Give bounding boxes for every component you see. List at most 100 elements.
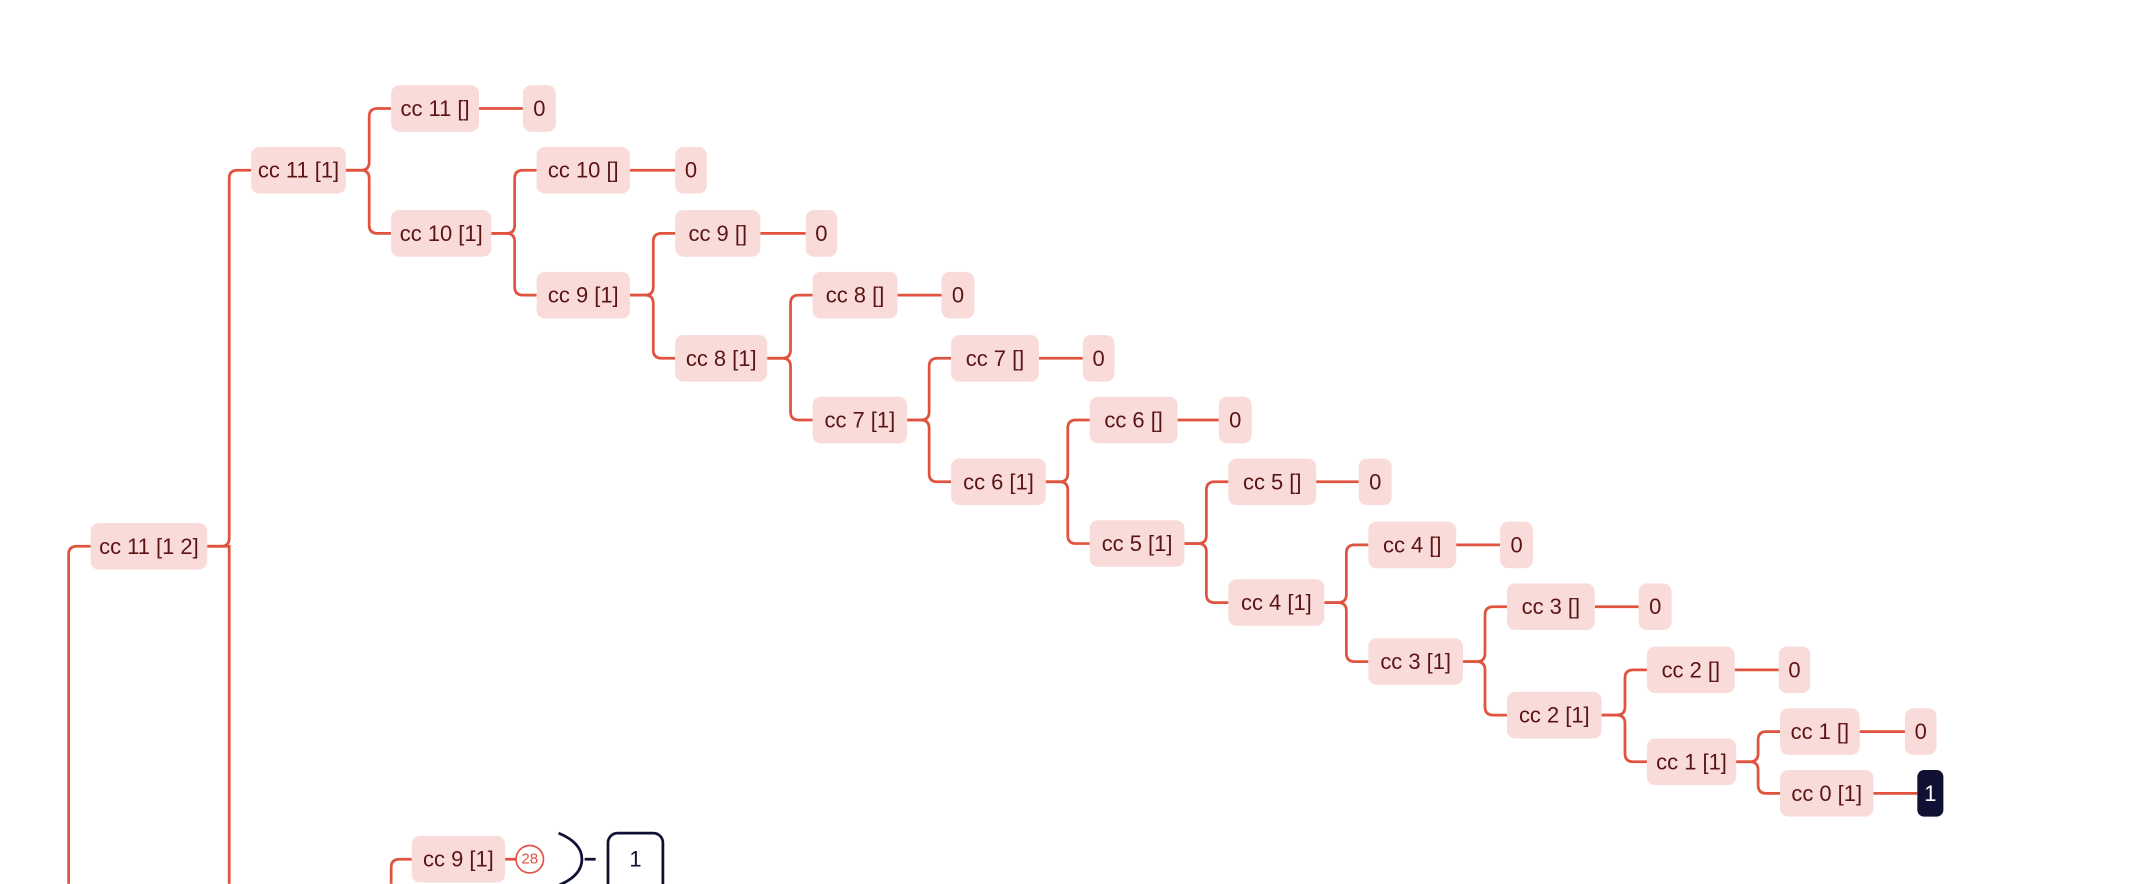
node-label: cc 2 [1] (1519, 703, 1590, 728)
node-label: cc 10 [1] (400, 221, 483, 246)
node (536, 271, 630, 319)
node-label: 0 (1229, 408, 1241, 433)
edge (1324, 601, 1369, 663)
edge (1601, 668, 1647, 717)
node (1778, 646, 1811, 694)
edge (907, 356, 952, 422)
node (411, 835, 506, 883)
node (941, 271, 975, 319)
node-label: cc 4 [] (1383, 532, 1442, 557)
node-label: 0 (1915, 719, 1927, 744)
edge (389, 857, 412, 884)
node (1506, 691, 1602, 739)
node-label: cc 8 [1] (686, 346, 757, 371)
edge (1736, 730, 1781, 764)
edge (767, 293, 813, 360)
node-label: 0 (815, 221, 827, 246)
node-label: cc 7 [] (966, 346, 1025, 371)
node (675, 210, 761, 257)
bracket (558, 831, 584, 884)
badge: 28 (521, 851, 538, 868)
edge (67, 544, 91, 884)
node (1646, 738, 1737, 786)
edge (1736, 760, 1781, 795)
edge (629, 232, 676, 297)
node-label: cc 11 [1 2] (99, 534, 199, 559)
edge (1045, 418, 1090, 484)
node-label: cc 6 [1] (963, 469, 1034, 494)
node-label: cc 8 [] (826, 283, 885, 308)
node (1089, 396, 1178, 444)
node (675, 334, 768, 382)
node (1904, 708, 1937, 755)
node-label: 0 (1369, 469, 1381, 494)
node (522, 85, 556, 132)
edge (345, 168, 392, 235)
node-label: cc 4 [1] (1241, 590, 1312, 615)
node-label: cc 9 [1] (423, 847, 494, 872)
edge (629, 293, 676, 360)
node (1646, 646, 1735, 694)
node (1500, 521, 1534, 569)
edge (345, 107, 392, 172)
node-label: cc 11 [1] (258, 158, 339, 183)
edge (907, 418, 952, 484)
result-node (1917, 770, 1944, 817)
edge (1045, 480, 1090, 545)
node (90, 522, 208, 570)
node-label: cc 3 [1] (1380, 649, 1451, 674)
node (1228, 579, 1325, 626)
node (951, 458, 1046, 506)
node-label: cc 2 [] (1662, 657, 1721, 682)
node (1780, 770, 1874, 817)
node-label: cc 9 [1] (548, 283, 619, 308)
node-label: cc 7 [1] (824, 408, 895, 433)
node-label: 0 (1510, 532, 1522, 557)
node-label: 1 (1924, 781, 1936, 806)
edge (767, 356, 813, 422)
node-label: 0 (1788, 657, 1800, 682)
node (536, 146, 630, 194)
node-label: cc 1 [1] (1656, 749, 1727, 774)
node (1638, 583, 1672, 631)
node-label: cc 3 [] (1522, 594, 1581, 619)
node-label: cc 6 [] (1104, 408, 1163, 433)
node-label: cc 1 [] (1791, 719, 1850, 744)
node (1780, 708, 1860, 755)
node (1368, 638, 1464, 685)
node-label: 0 (685, 158, 697, 183)
edge (1463, 605, 1507, 663)
node-label: cc 11 [] (401, 96, 470, 121)
node (812, 271, 898, 319)
edge (207, 544, 231, 884)
node (1082, 334, 1115, 382)
node-label: cc 0 [1] (1791, 781, 1862, 806)
node (805, 210, 838, 257)
node (812, 396, 908, 444)
badge-circle (515, 844, 545, 874)
node-label: 0 (1649, 594, 1661, 619)
node (391, 85, 479, 132)
node-label: cc 5 [] (1243, 469, 1302, 494)
node-label: cc 9 [] (689, 221, 748, 246)
node-label: 0 (952, 283, 964, 308)
node (1089, 520, 1185, 567)
result-label: 1 (629, 847, 641, 872)
edge (1184, 542, 1229, 604)
edge (1184, 480, 1229, 545)
edge (1601, 713, 1647, 764)
node-label: 0 (1093, 346, 1105, 371)
edge (491, 232, 537, 297)
node-label: 0 (533, 96, 545, 121)
edge (1463, 660, 1507, 717)
node (1368, 521, 1457, 569)
edges (67, 107, 1918, 884)
node (1228, 458, 1317, 506)
node (251, 146, 346, 194)
node-label: cc 10 [] (548, 158, 619, 183)
edge (1324, 543, 1369, 604)
node (391, 210, 492, 257)
node (1358, 458, 1392, 506)
